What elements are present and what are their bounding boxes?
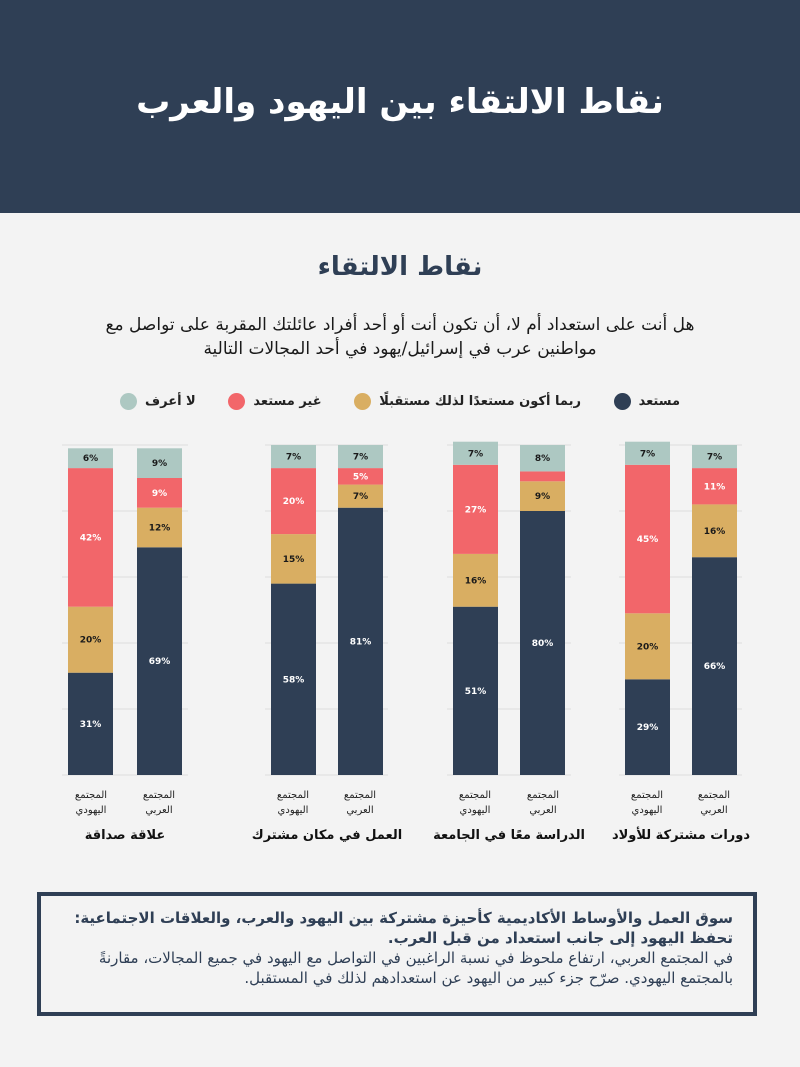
bar-label-arab: المجتمع العربي [697,790,731,816]
bar-segment [338,445,383,469]
stacked-bar-chart: 31% 20% 42% 6% 69% 12% 9% 9% 58% 15% 20% 7% 81% 7% 5% 7… [62,441,742,776]
data-label: 12% [149,524,171,534]
bar-segment [338,484,383,508]
data-label: 6% [83,454,98,464]
bar-segment [520,445,565,472]
bar-segment [137,448,182,478]
bar-label-jewish: المجتمع اليهودي [458,790,492,816]
data-label: 16% [465,576,487,586]
bar-segment [271,534,316,584]
bar-segment [692,557,737,775]
bar-segment [137,478,182,508]
bar-segment [520,471,565,482]
data-label: 20% [80,636,102,646]
group-label-workplace: العمل في مكان مشترك [251,828,403,843]
bar-segment [692,468,737,505]
data-label: 7% [640,449,655,459]
bar-segment [68,672,113,775]
data-label: 15% [283,555,305,565]
bar-segment [137,547,182,775]
data-label: 7% [707,453,722,463]
legend-item-maybe: ربما أكون مستعدًا لذلك مستقبلًا [354,392,581,410]
group-label-kids-courses: دورات مشتركة للأولاد [611,828,751,843]
data-label: 9% [152,459,167,469]
data-label: 7% [286,453,301,463]
data-label: 31% [80,720,102,730]
summary-headline: سوق العمل والأوساط الأكاديمية كأحيزة مشت… [74,909,733,947]
data-label: 27% [465,505,487,515]
legend-swatch-icon [354,392,372,410]
data-label: 66% [704,662,726,672]
bar-segment [68,606,113,673]
bar-label-arab: المجتمع العربي [343,790,377,816]
bar-segment [625,441,670,465]
data-label: 81% [350,637,372,647]
data-label: 20% [637,642,659,652]
bar-label-arab: المجتمع العربي [526,790,560,816]
bar-segment [453,606,498,775]
legend-item-not-ready: غير مستعد [228,392,322,410]
page-title: نقاط الالتقاء بين اليهود والعرب [136,82,664,122]
bar-segment [625,679,670,775]
bar-segment [625,464,670,614]
bar-segment [271,583,316,775]
bar-segment [137,507,182,548]
legend-item-ready: مستعد [613,392,680,410]
data-label: 69% [149,657,171,667]
survey-question: هل أنت على استعداد أم لا، أن تكون أنت أو… [105,315,695,359]
legend-label: مستعد [638,393,680,409]
data-label: 51% [465,687,487,697]
bar-segment [453,464,498,554]
header-banner: نقاط الالتقاء بين اليهود والعرب [0,0,800,213]
data-label: 7% [353,453,368,463]
data-label: 8% [535,454,550,464]
bar-label-arab: المجتمع العربي [142,790,176,816]
data-label: 9% [535,492,550,502]
data-label: 16% [704,527,726,537]
summary-box: سوق العمل والأوساط الأكاديمية كأحيزة مشت… [37,892,757,1016]
legend-swatch-icon [228,392,246,410]
bar-segment [520,481,565,511]
legend-label: ربما أكون مستعدًا لذلك مستقبلًا [379,393,581,409]
data-label: 7% [353,492,368,502]
bar-segment [68,468,113,607]
bar-segment [520,511,565,775]
bar-segment [692,445,737,469]
legend-swatch-icon [613,392,631,410]
bar-label-jewish: المجتمع اليهودي [630,790,664,816]
data-label: 58% [283,675,305,685]
bar-label-jewish: المجتمع اليهودي [74,790,108,816]
data-label: 5% [353,472,368,482]
bar-segment [338,507,383,775]
bar-segment [338,468,383,485]
bar-segment [271,445,316,469]
data-label: 42% [80,533,102,543]
bar-segment [271,468,316,535]
section-title: نقاط الالتقاء [317,252,483,282]
bar-segment [625,613,670,680]
data-label: 80% [532,639,554,649]
group-label-friendship: علاقة صداقة [84,828,166,843]
summary-text: في المجتمع العربي، ارتفاع ملحوظ في نسبة … [98,949,733,987]
bar-segment [453,441,498,465]
chart-legend: لا أعرف غير مستعد ربما أكون مستعدًا لذلك… [120,390,680,412]
bar-label-jewish: المجتمع اليهودي [276,790,310,816]
data-label: 20% [283,497,305,507]
bar-segment [692,504,737,558]
data-label: 9% [152,489,167,499]
data-label: 29% [637,723,659,733]
data-label: 11% [704,482,726,492]
bar-segment [68,448,113,469]
data-label: 45% [637,535,659,545]
bar-segment [453,553,498,607]
legend-label: غير مستعد [253,393,322,409]
data-label: 7% [468,449,483,459]
legend-label: لا أعرف [145,393,196,409]
legend-item-dont-know: لا أعرف [120,392,196,410]
legend-swatch-icon [120,392,137,410]
group-label-university: الدراسة معًا في الجامعة [433,828,585,843]
